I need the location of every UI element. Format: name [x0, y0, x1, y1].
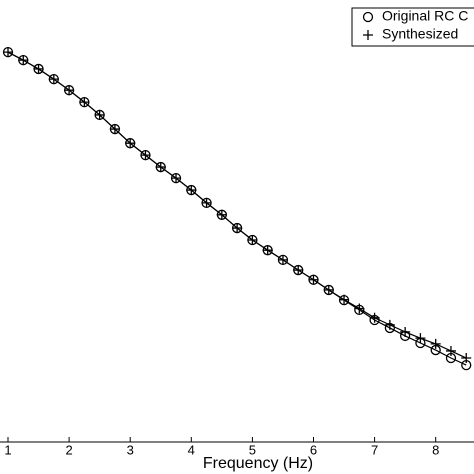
marker-plus — [400, 326, 411, 337]
marker-plus — [201, 197, 212, 208]
x-tick-label: 8 — [432, 442, 439, 457]
marker-plus — [339, 294, 350, 305]
legend-marker — [363, 30, 373, 40]
marker-plus — [48, 74, 59, 85]
marker-plus — [33, 63, 44, 74]
x-tick-label: 1 — [4, 442, 11, 457]
marker-plus — [430, 338, 441, 349]
marker-plus — [171, 173, 182, 184]
marker-plus — [232, 223, 243, 234]
marker-plus — [461, 353, 472, 364]
x-tick-label: 6 — [310, 442, 317, 457]
marker-plus — [18, 55, 29, 66]
legend-label: Synthesized — [382, 26, 458, 42]
marker-plus — [247, 235, 258, 246]
marker-plus — [293, 265, 304, 276]
legend-marker — [362, 11, 374, 23]
marker-plus — [140, 150, 151, 161]
marker-plus — [262, 245, 273, 256]
marker-plus — [125, 138, 136, 149]
marker-plus — [155, 162, 166, 173]
marker-plus — [186, 185, 197, 196]
marker-plus — [354, 303, 365, 314]
marker-plus — [109, 124, 120, 135]
marker-plus — [3, 47, 14, 58]
x-tick-label: 3 — [127, 442, 134, 457]
marker-plus — [79, 97, 90, 108]
marker-plus — [369, 312, 380, 323]
marker-plus — [384, 319, 395, 330]
x-tick-label: 4 — [188, 442, 195, 457]
legend-label: Original RC C — [382, 8, 468, 24]
x-tick-label: 7 — [371, 442, 378, 457]
x-tick-label: 5 — [249, 442, 256, 457]
x-tick-label: 2 — [65, 442, 72, 457]
marker-plus — [277, 254, 288, 265]
marker-plus — [445, 345, 456, 356]
marker-plus — [94, 109, 105, 120]
marker-plus — [323, 284, 334, 295]
marker-plus — [415, 333, 426, 344]
marker-plus — [216, 209, 227, 220]
marker-plus — [64, 85, 75, 96]
marker-plus — [308, 274, 319, 285]
x-axis-label: Frequency (Hz) — [203, 455, 313, 472]
